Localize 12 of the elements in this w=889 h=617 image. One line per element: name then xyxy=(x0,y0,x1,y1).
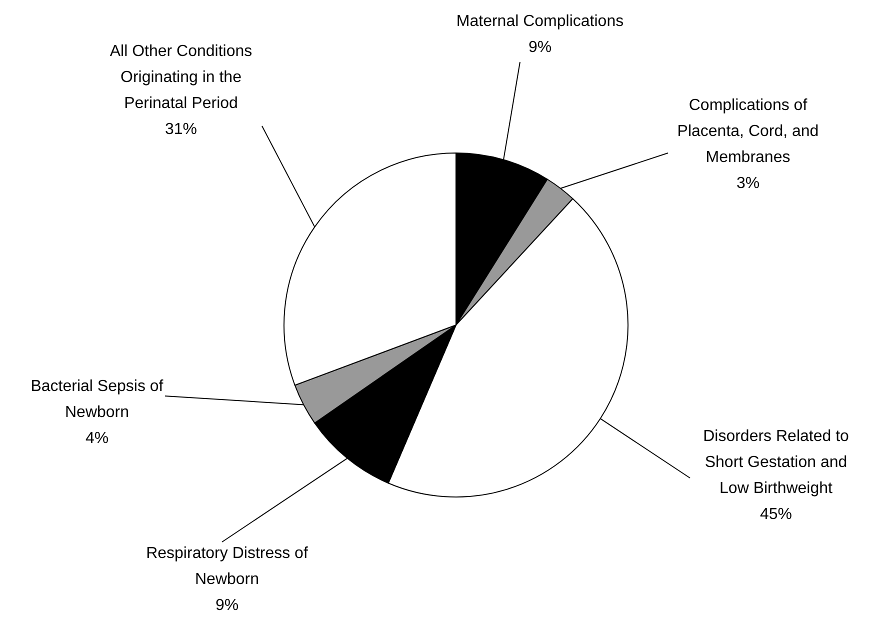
slice-label: Complications of Placenta, Cord, and Membranes xyxy=(677,97,819,166)
slice-label: Maternal Complications xyxy=(456,13,624,30)
slice-label: Respiratory Distress of Newborn xyxy=(146,545,308,588)
slice-label: Disorders Related to Short Gestation and Low Birthweight xyxy=(703,428,850,497)
data-label: 3% xyxy=(736,175,760,192)
data-label: 9% xyxy=(215,597,239,614)
data-label: 4% xyxy=(85,430,109,447)
slice-label: All Other Conditions Originating in the Perinatal Period xyxy=(110,43,252,112)
data-label: 9% xyxy=(528,39,552,56)
data-label: 31% xyxy=(164,121,198,138)
slice-label: Bacterial Sepsis of Newborn xyxy=(30,378,164,421)
data-label: 45% xyxy=(760,506,792,523)
